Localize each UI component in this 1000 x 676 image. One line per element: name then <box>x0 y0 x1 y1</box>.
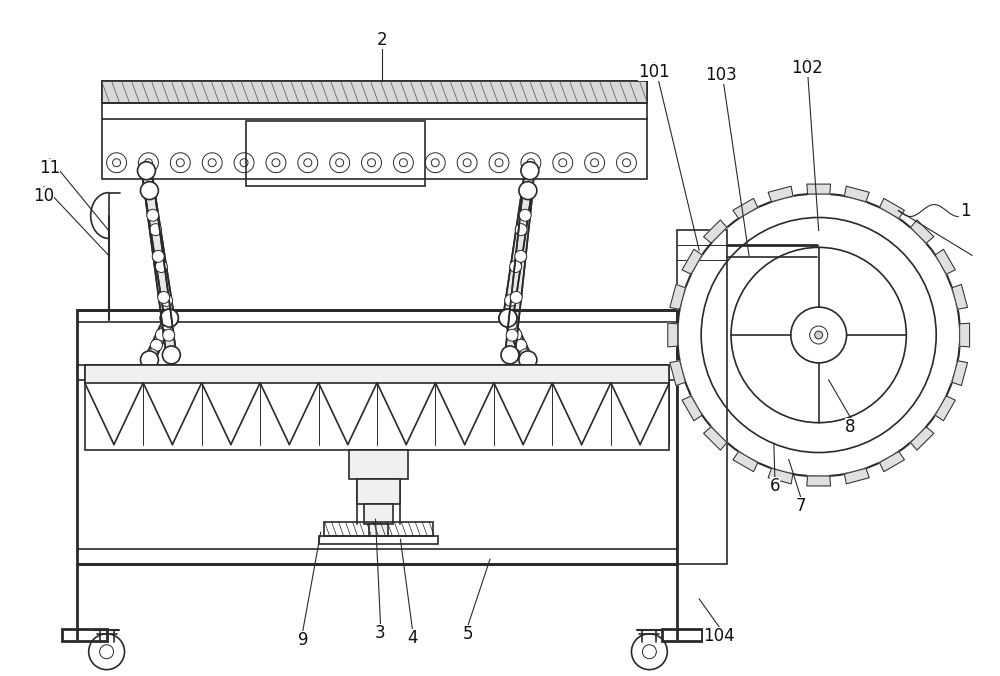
Polygon shape <box>670 285 685 309</box>
Circle shape <box>162 346 180 364</box>
Circle shape <box>519 182 537 199</box>
Bar <box>349 450 408 479</box>
Circle shape <box>147 210 159 221</box>
Text: 8: 8 <box>845 418 856 435</box>
Bar <box>102 81 647 103</box>
Bar <box>677 231 727 564</box>
Circle shape <box>163 329 175 341</box>
Bar <box>85 365 669 383</box>
Bar <box>364 504 393 524</box>
Circle shape <box>146 349 158 361</box>
Text: 10: 10 <box>33 187 54 205</box>
Polygon shape <box>668 323 678 347</box>
Text: 1: 1 <box>960 201 971 220</box>
Bar <box>62 629 107 641</box>
Text: 102: 102 <box>791 59 823 77</box>
Bar <box>77 310 677 564</box>
Bar <box>357 479 400 504</box>
Bar <box>324 523 433 536</box>
Polygon shape <box>503 170 535 319</box>
Circle shape <box>515 339 527 352</box>
Polygon shape <box>733 452 758 472</box>
Polygon shape <box>935 396 955 420</box>
Text: 104: 104 <box>703 627 735 645</box>
Text: 4: 4 <box>407 629 418 647</box>
Polygon shape <box>935 249 955 274</box>
Polygon shape <box>952 285 968 309</box>
Polygon shape <box>807 476 831 486</box>
Bar <box>102 81 647 178</box>
Circle shape <box>160 318 172 331</box>
Circle shape <box>499 309 517 327</box>
Circle shape <box>520 349 531 361</box>
Text: 3: 3 <box>375 624 386 642</box>
Text: 9: 9 <box>298 631 308 649</box>
Polygon shape <box>733 198 758 218</box>
Text: 7: 7 <box>796 498 806 515</box>
Circle shape <box>521 187 533 199</box>
Polygon shape <box>844 186 869 201</box>
Circle shape <box>160 309 178 327</box>
Circle shape <box>510 260 522 272</box>
Circle shape <box>815 331 823 339</box>
Polygon shape <box>952 361 968 385</box>
Text: 103: 103 <box>705 66 737 84</box>
Polygon shape <box>505 190 533 356</box>
Circle shape <box>519 210 531 221</box>
Circle shape <box>521 162 539 180</box>
Circle shape <box>505 318 517 331</box>
Circle shape <box>160 309 178 327</box>
Circle shape <box>501 346 519 364</box>
Polygon shape <box>844 468 869 484</box>
Polygon shape <box>911 427 934 450</box>
Circle shape <box>510 329 522 341</box>
Polygon shape <box>682 396 702 420</box>
Polygon shape <box>145 190 176 356</box>
Polygon shape <box>960 323 970 347</box>
Polygon shape <box>880 452 904 472</box>
Circle shape <box>155 329 167 341</box>
Polygon shape <box>880 198 904 218</box>
Circle shape <box>144 187 156 199</box>
Circle shape <box>152 250 164 262</box>
Text: 11: 11 <box>39 159 60 176</box>
Text: 101: 101 <box>638 63 670 81</box>
Polygon shape <box>704 220 727 243</box>
Polygon shape <box>911 220 934 243</box>
Polygon shape <box>682 249 702 274</box>
Polygon shape <box>807 184 831 194</box>
Bar <box>319 536 438 544</box>
Circle shape <box>499 309 517 327</box>
Bar <box>85 365 669 450</box>
Polygon shape <box>142 170 174 319</box>
Bar <box>246 121 425 186</box>
Circle shape <box>505 295 517 306</box>
Circle shape <box>515 250 527 262</box>
Bar <box>662 629 702 641</box>
Polygon shape <box>503 316 532 362</box>
Text: 5: 5 <box>463 625 473 643</box>
Circle shape <box>140 182 158 199</box>
Circle shape <box>519 351 537 369</box>
Polygon shape <box>768 468 793 484</box>
Circle shape <box>506 329 518 341</box>
Polygon shape <box>768 186 793 201</box>
Circle shape <box>158 291 170 304</box>
Bar <box>369 524 388 536</box>
Text: 6: 6 <box>770 477 780 496</box>
Circle shape <box>161 295 173 306</box>
Circle shape <box>510 291 522 304</box>
Circle shape <box>515 224 527 236</box>
Polygon shape <box>704 427 727 450</box>
Circle shape <box>140 351 158 369</box>
Polygon shape <box>670 361 685 385</box>
Polygon shape <box>145 316 174 362</box>
Circle shape <box>150 339 162 352</box>
Circle shape <box>137 162 155 180</box>
Text: 2: 2 <box>377 31 388 49</box>
Circle shape <box>155 260 167 272</box>
Circle shape <box>150 224 162 236</box>
